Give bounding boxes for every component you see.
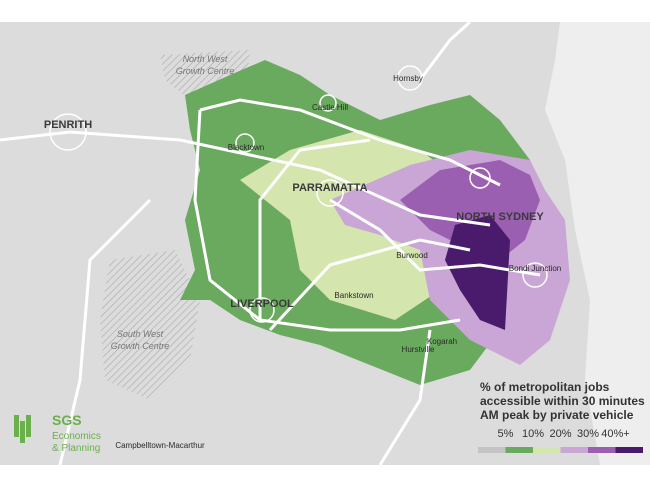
legend-label: 10% xyxy=(522,428,544,440)
place-label: Campbelltown-Macarthur xyxy=(115,441,205,450)
logo-name: SGS xyxy=(52,412,82,428)
legend-swatch xyxy=(615,447,643,453)
legend-title: % of metropolitan jobs xyxy=(480,380,610,394)
legend-title: AM peak by private vehicle xyxy=(480,408,634,422)
centre-rings xyxy=(49,65,548,323)
logo-text: & Planning xyxy=(52,443,100,454)
place-label: Growth Centre xyxy=(111,341,170,351)
place-label: Kogarah xyxy=(427,337,457,346)
legend-swatch xyxy=(478,447,506,453)
place-label: Hornsby xyxy=(393,74,423,83)
region xyxy=(445,215,510,330)
logo-icon xyxy=(20,421,25,443)
legend-label: 20% xyxy=(549,428,571,440)
place-label: Bankstown xyxy=(334,291,373,300)
legend-swatch xyxy=(505,447,533,453)
legend-swatch xyxy=(533,447,561,453)
logo-icon xyxy=(14,415,19,437)
place-label: PARRAMATTA xyxy=(292,182,367,194)
place-label: Blacktown xyxy=(228,143,264,152)
legend-swatch xyxy=(560,447,588,453)
legend-label: 40%+ xyxy=(601,428,629,440)
growth-area xyxy=(100,250,200,400)
logo-text: Economics xyxy=(52,431,101,442)
place-label: LIVERPOOL xyxy=(230,298,294,310)
place-label: Hurstville xyxy=(402,345,435,354)
legend-label: 30% xyxy=(577,428,599,440)
legend-title: accessible within 30 minutes xyxy=(480,394,645,408)
ocean xyxy=(545,22,650,465)
legend-label: 5% xyxy=(498,428,514,440)
legend-swatch xyxy=(588,447,616,453)
place-label: Bondi Junction xyxy=(509,264,561,273)
place-label: NORTH SYDNEY xyxy=(456,211,544,223)
place-label: South West xyxy=(117,329,164,339)
roads xyxy=(0,20,541,466)
place-label: North West xyxy=(183,54,228,64)
logo-icon xyxy=(26,415,31,437)
place-label: PENRITH xyxy=(44,119,92,131)
place-label: Growth Centre xyxy=(176,66,235,76)
place-label: Burwood xyxy=(396,251,428,260)
place-label: Castle Hill xyxy=(312,103,348,112)
